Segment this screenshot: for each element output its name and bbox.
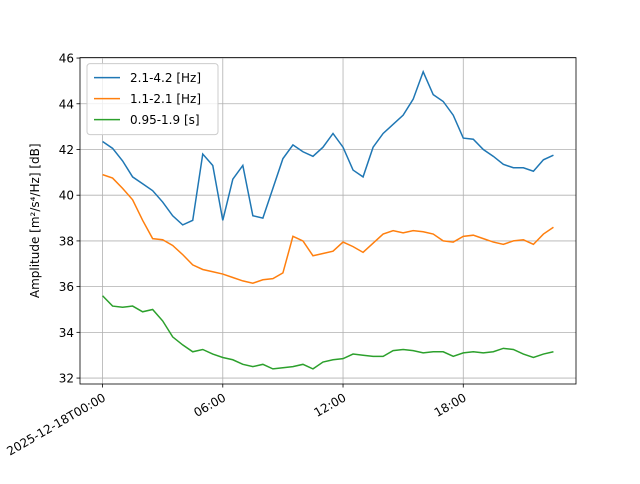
x-tick-label: 12:00 bbox=[312, 390, 349, 419]
y-axis-label: Amplitude [m²/s⁴/Hz] [dB] bbox=[28, 143, 42, 298]
x-tick-label: 06:00 bbox=[191, 390, 228, 419]
y-tick-label: 32 bbox=[59, 372, 74, 386]
legend: 2.1-4.2 [Hz] 1.1-2.1 [Hz] 0.95-1.9 [s] bbox=[86, 63, 219, 136]
x-tick-label: 2025-12-18T00:00 bbox=[4, 390, 108, 458]
legend-label: 2.1-4.2 [Hz] bbox=[130, 71, 201, 85]
y-tick-label: 44 bbox=[59, 97, 74, 111]
line-series bbox=[102, 173, 554, 284]
y-tick-label: 38 bbox=[59, 234, 74, 248]
legend-label: 0.95-1.9 [s] bbox=[130, 113, 200, 127]
legend-label: 1.1-2.1 [Hz] bbox=[130, 92, 201, 106]
y-tick-label: 46 bbox=[59, 52, 74, 66]
line-series bbox=[102, 295, 554, 370]
y-tick-label: 40 bbox=[59, 189, 74, 203]
y-tick-label: 42 bbox=[59, 143, 74, 157]
y-tick-label: 34 bbox=[59, 326, 74, 340]
legend-box bbox=[86, 63, 219, 136]
line-series bbox=[102, 69, 554, 226]
x-tick-label: 18:00 bbox=[432, 390, 469, 419]
axes-frame bbox=[79, 57, 577, 385]
y-tick-label: 36 bbox=[59, 280, 74, 294]
